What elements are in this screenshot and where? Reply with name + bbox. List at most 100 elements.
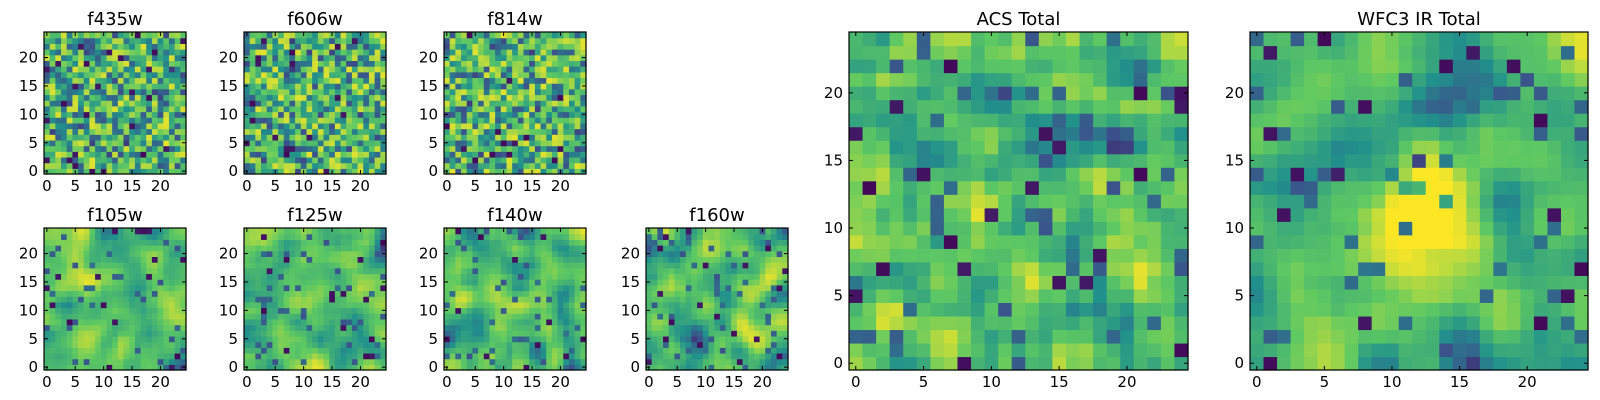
heatmap-cell (731, 290, 738, 297)
heatmap-cell (295, 352, 302, 360)
heatmap-cell (461, 318, 468, 326)
heatmap-cell (557, 162, 564, 169)
heatmap-cell (134, 134, 142, 141)
heatmap-cell (334, 347, 342, 354)
heatmap-cell (478, 54, 485, 61)
heatmap-cell (78, 233, 85, 240)
heatmap-cell (174, 324, 181, 331)
heatmap-cell (323, 273, 330, 280)
heatmap-cell (49, 122, 56, 130)
heatmap-cell (123, 245, 130, 252)
heatmap-cell (346, 156, 353, 164)
heatmap-cell (61, 100, 68, 107)
heatmap-cell (255, 352, 262, 360)
heatmap-cell (300, 117, 308, 124)
heatmap-cell (483, 88, 491, 96)
heatmap-cell (685, 347, 693, 354)
heatmap-cell (374, 273, 381, 280)
heatmap-cell (83, 313, 91, 320)
heatmap-cells (444, 32, 587, 175)
heatmap-cell (351, 66, 359, 73)
heatmap-cell (49, 37, 56, 44)
heatmap-cell (346, 105, 353, 113)
heatmap-cell (455, 105, 462, 113)
heatmap-cell (444, 358, 451, 365)
y-tick-label: 20 (419, 245, 438, 263)
heatmap-cell (117, 352, 125, 360)
heatmap-cell (129, 245, 136, 252)
heatmap-cell (123, 262, 130, 269)
heatmap-cell (317, 273, 325, 280)
heatmap-cell (697, 239, 704, 246)
heatmap-cell (357, 267, 364, 275)
heatmap-cell (140, 128, 147, 135)
heatmap-cell (998, 180, 1013, 195)
heatmap-cell (702, 301, 710, 309)
heatmap-cell (731, 245, 738, 252)
heatmap-cell (95, 66, 102, 73)
heatmap-cell (512, 37, 519, 44)
heatmap-cell (140, 71, 147, 79)
heatmap-cell (140, 54, 147, 61)
heatmap-cell (168, 239, 176, 246)
heatmap-cell (112, 352, 119, 360)
heatmap-cell (44, 233, 51, 240)
heatmap-cell (534, 88, 542, 96)
heatmap-cell (903, 194, 918, 209)
heatmap-cell (317, 245, 325, 252)
heatmap-cell (151, 43, 159, 50)
heatmap-cell (278, 100, 285, 107)
heatmap-cell (95, 117, 102, 124)
heatmap-cell (765, 290, 772, 297)
x-tick-label: 5 (470, 177, 480, 195)
heatmap-cell (368, 341, 376, 348)
heatmap-cell (72, 324, 79, 331)
heatmap-cell (174, 262, 181, 269)
heatmap-cell (255, 88, 262, 96)
heatmap-cell (512, 307, 519, 314)
heatmap-cell (66, 267, 73, 275)
heatmap-cell (312, 352, 319, 360)
heatmap-cell (759, 267, 766, 275)
heatmap-cell (112, 335, 119, 343)
heatmap-cell (663, 239, 670, 246)
heatmap-cell (272, 60, 279, 67)
heatmap-cell (334, 162, 342, 169)
heatmap-cell (380, 256, 387, 263)
heatmap-cell (984, 248, 999, 263)
heatmap-cell (444, 239, 451, 246)
heatmap-cell (134, 128, 142, 135)
heatmap-cell (546, 358, 553, 365)
heatmap-cell (249, 94, 256, 101)
heatmap-cell (89, 364, 96, 371)
heatmap-cell (551, 245, 559, 252)
heatmap-cell (483, 54, 491, 61)
heatmap-cell (295, 279, 302, 286)
heatmap-cell (363, 145, 370, 152)
heatmap-cell (691, 239, 698, 246)
heatmap-cell (368, 122, 376, 130)
heatmap-cell (112, 256, 119, 263)
heatmap-cell (529, 301, 536, 309)
heatmap-cell (117, 267, 125, 275)
heatmap-cell (557, 83, 564, 90)
heatmap-cell (1011, 288, 1026, 303)
heatmap-cell (903, 221, 918, 236)
heatmap-cell (255, 111, 262, 118)
heatmap-cell (685, 267, 693, 275)
heatmap-cell (112, 296, 119, 303)
heatmap-cell (123, 168, 130, 175)
heatmap-cell (495, 37, 502, 44)
heatmap-cell (49, 77, 56, 84)
heatmap-cell (708, 250, 715, 257)
heatmap-cell (380, 267, 387, 275)
heatmap-cell (444, 88, 451, 96)
heatmap-cell (449, 134, 456, 141)
heatmap-cell (66, 290, 73, 297)
heatmap-cell (89, 228, 96, 235)
heatmap-cell (112, 318, 119, 326)
heatmap-cell (266, 60, 273, 67)
heatmap-cell (916, 261, 931, 276)
heatmap-cell (134, 49, 142, 56)
heatmap-cell (66, 347, 73, 354)
